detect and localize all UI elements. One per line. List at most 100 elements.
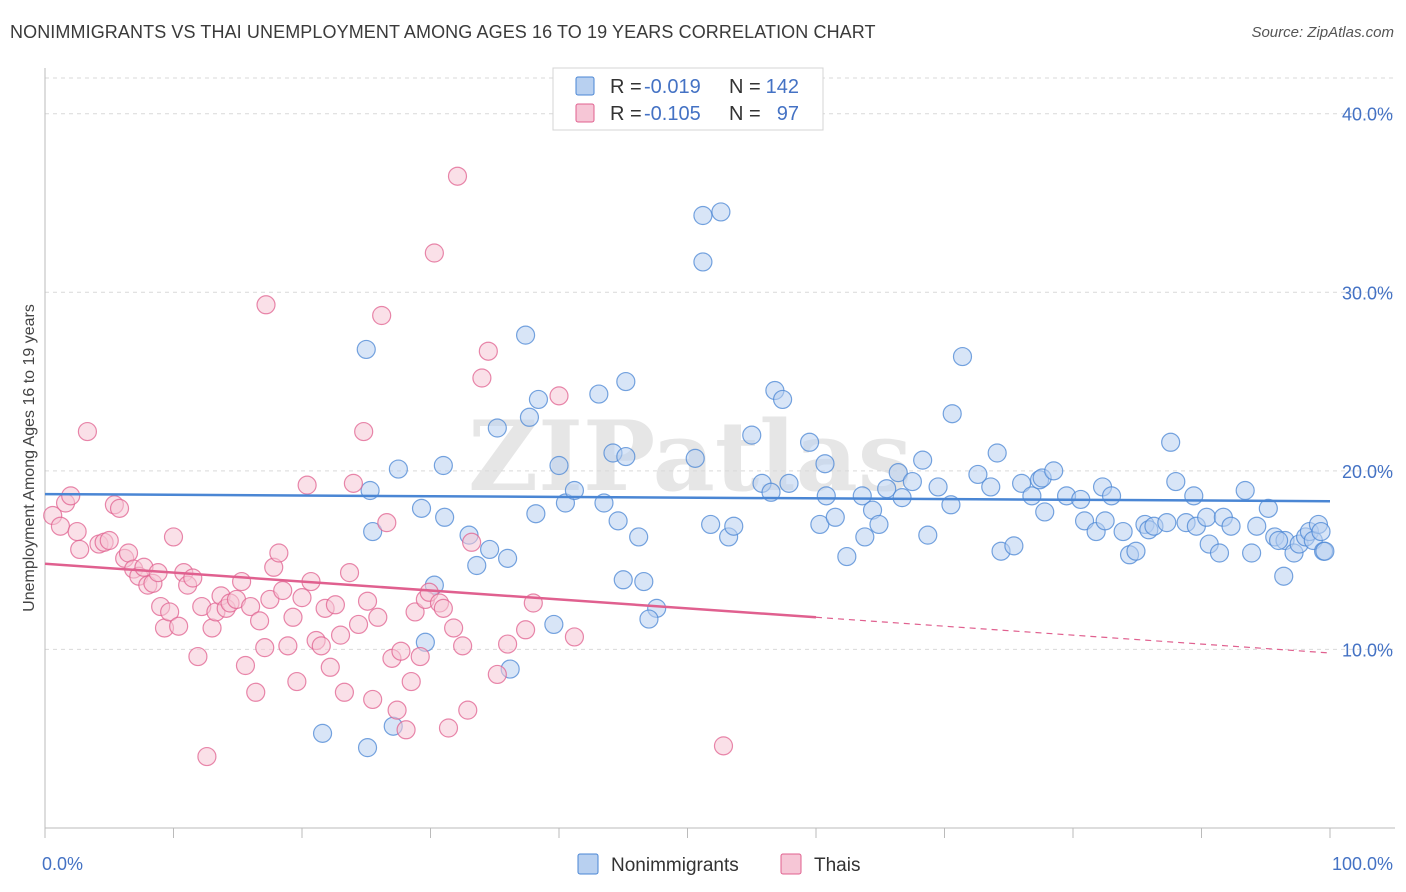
data-point <box>855 527 875 547</box>
data-point <box>1311 521 1331 542</box>
x-tick-labels: 0.0% 100.0% <box>42 854 1393 874</box>
data-point <box>902 471 922 492</box>
data-point <box>1022 486 1042 506</box>
data-point <box>447 166 468 186</box>
data-point <box>616 371 636 392</box>
data-point <box>1184 486 1204 506</box>
data-point <box>269 543 289 563</box>
data-point <box>241 596 261 617</box>
data-point <box>410 646 430 667</box>
data-point <box>544 614 564 635</box>
bottom-legend-swatch <box>780 853 802 875</box>
chart-title: NONIMMIGRANTS VS THAI UNEMPLOYMENT AMONG… <box>10 22 876 42</box>
data-point <box>634 571 654 592</box>
legend-r-value: -0.105 <box>644 103 701 125</box>
data-point <box>589 384 609 404</box>
data-point <box>1101 486 1122 506</box>
data-point <box>1247 516 1267 536</box>
data-point <box>357 738 378 758</box>
data-point <box>1161 432 1181 452</box>
data-point <box>70 539 90 560</box>
source-credit: Source: ZipAtlas.com <box>1251 24 1394 41</box>
data-point <box>1095 511 1115 531</box>
data-point <box>1035 502 1055 522</box>
data-point <box>852 486 872 506</box>
data-point <box>462 532 482 552</box>
data-point <box>981 477 1001 497</box>
data-point <box>67 521 87 542</box>
legend-swatch <box>575 103 595 123</box>
y-tick-label: 30.0% <box>1342 283 1393 303</box>
data-point <box>438 718 459 738</box>
data-point <box>1004 536 1024 556</box>
data-point <box>1235 480 1255 501</box>
data-point <box>487 418 507 438</box>
data-point <box>396 720 416 740</box>
data-point <box>433 455 453 476</box>
data-point <box>325 595 346 615</box>
legend-n-value: 142 <box>766 76 799 98</box>
data-point <box>232 571 252 592</box>
y-tick-labels: 10.0% 20.0% 30.0% 40.0% <box>1342 105 1393 661</box>
trend-line-nonimmigrants <box>44 492 1331 503</box>
data-point <box>202 618 222 638</box>
data-point <box>444 618 464 638</box>
data-point <box>810 514 830 535</box>
data-point <box>952 346 973 367</box>
data-point <box>372 305 392 326</box>
data-point <box>888 463 908 483</box>
legend-swatch <box>575 76 595 96</box>
data-point <box>549 386 569 406</box>
data-point <box>779 473 799 493</box>
data-point <box>772 389 793 410</box>
data-point <box>77 421 98 442</box>
data-point <box>297 475 317 495</box>
series-nonimmigrants <box>312 202 1335 758</box>
data-point <box>629 527 649 547</box>
data-point <box>188 646 208 667</box>
data-point <box>368 607 388 627</box>
data-point <box>256 295 276 315</box>
legend-n-value: 97 <box>777 103 799 125</box>
data-point <box>515 325 536 345</box>
data-point <box>1242 543 1262 563</box>
data-point <box>968 464 988 485</box>
data-point <box>287 671 307 692</box>
data-point <box>1113 521 1133 542</box>
series-layer <box>43 166 1335 767</box>
data-point <box>918 525 938 545</box>
data-point <box>249 611 270 631</box>
data-point <box>711 202 731 222</box>
data-point <box>472 368 492 388</box>
data-point <box>292 588 312 608</box>
x-tick-label-start: 0.0% <box>42 854 83 874</box>
data-point <box>169 616 189 636</box>
data-point <box>388 459 408 479</box>
data-point <box>913 450 933 470</box>
data-point <box>163 527 184 547</box>
bottom-legend: Nonimmigrants Thais <box>577 853 860 876</box>
data-point <box>357 591 378 611</box>
data-point <box>519 407 540 427</box>
data-point <box>343 473 363 493</box>
data-point <box>693 252 713 272</box>
x-tick-label-end: 100.0% <box>1332 854 1393 874</box>
data-point <box>799 432 820 452</box>
data-point <box>1197 507 1217 527</box>
data-point <box>487 664 507 685</box>
data-point <box>235 655 256 676</box>
y-tick-label: 40.0% <box>1342 105 1393 125</box>
data-point <box>928 477 948 497</box>
data-point <box>724 516 744 536</box>
data-point <box>61 486 81 506</box>
data-point <box>713 736 734 756</box>
data-point <box>564 627 585 647</box>
data-point <box>685 448 705 468</box>
legend-box <box>552 67 824 131</box>
data-point <box>1044 461 1064 481</box>
data-point <box>837 546 857 567</box>
data-point <box>99 530 119 551</box>
data-point <box>526 504 546 524</box>
data-point <box>109 498 130 518</box>
y-axis-label: Unemployment Among Ages 16 to 19 years <box>21 304 38 612</box>
